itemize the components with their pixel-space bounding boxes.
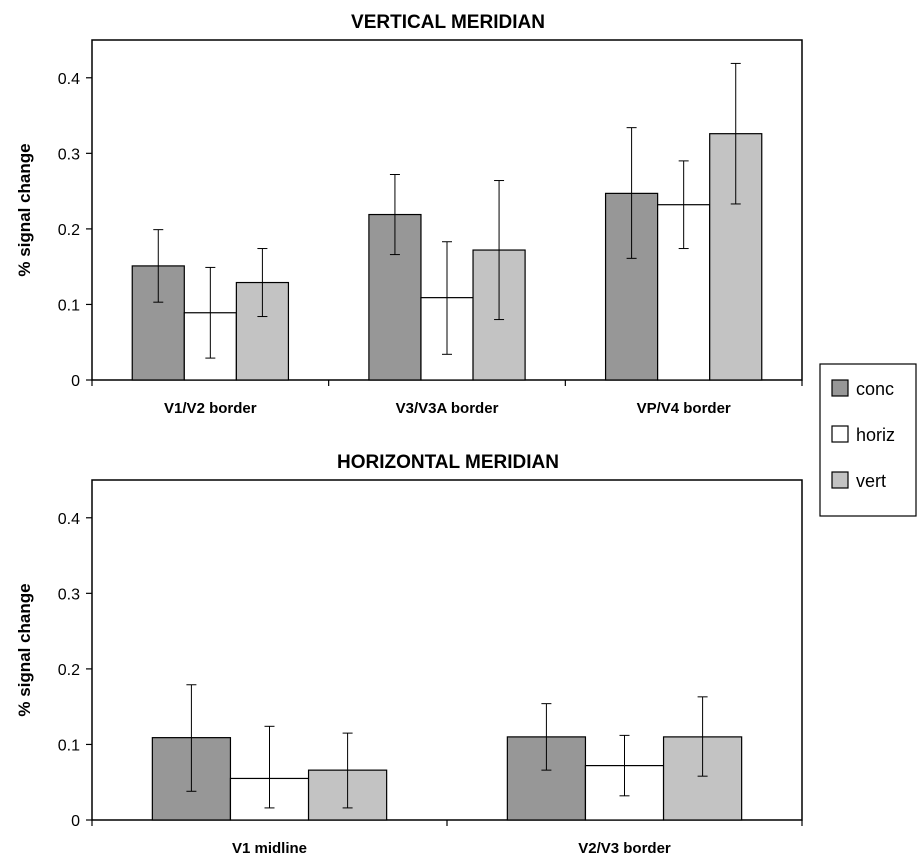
y-tick-label: 0.3 — [58, 586, 80, 603]
y-tick-label: 0.1 — [58, 737, 80, 754]
chart-title: HORIZONTAL MERIDIAN — [337, 452, 559, 473]
y-tick-label: 0.2 — [58, 222, 80, 239]
chart-title: VERTICAL MERIDIAN — [351, 12, 545, 33]
x-tick-label: V1 midline — [232, 840, 307, 857]
x-tick-label: V1/V2 border — [164, 400, 257, 417]
legend-label-conc: conc — [856, 379, 894, 399]
y-tick-label: 0.3 — [58, 146, 80, 163]
vertical-meridian-chart: VERTICAL MERIDIAN % signal change 0 0.1 0.… — [15, 12, 803, 417]
y-axis-label: % signal change — [15, 143, 34, 276]
y-tick-label: 0.4 — [58, 511, 80, 528]
legend-swatch-conc — [831, 379, 849, 397]
y-tick-label: 0.2 — [58, 662, 80, 679]
horizontal-meridian-chart: HORIZONTAL MERIDIAN % signal change 0 0.1… — [15, 452, 803, 857]
legend: conc horiz vert — [819, 363, 917, 517]
y-tick-label: 0.4 — [58, 71, 80, 88]
y-tick-label: 0 — [71, 373, 80, 390]
chart-marks: 0 0.1 0.2 0.3 0.4 V1 midline V2/V3 border — [58, 511, 803, 857]
x-tick-label: V2/V3 border — [578, 840, 671, 857]
legend-label-horiz: horiz — [856, 425, 895, 445]
legend-label-vert: vert — [856, 471, 886, 491]
legend-swatch-vert — [831, 471, 849, 489]
x-tick-label: V3/V3A border — [396, 400, 499, 417]
x-tick-label: VP/V4 border — [637, 400, 731, 417]
legend-swatch-horiz — [831, 425, 849, 443]
y-tick-label: 0 — [71, 813, 80, 830]
chart-marks: 0 0.1 0.2 0.3 0.4 V1/V2 border V3/V3A border VP… — [58, 62, 803, 417]
y-tick-label: 0.1 — [58, 297, 80, 314]
y-axis-label: % signal change — [15, 583, 34, 716]
